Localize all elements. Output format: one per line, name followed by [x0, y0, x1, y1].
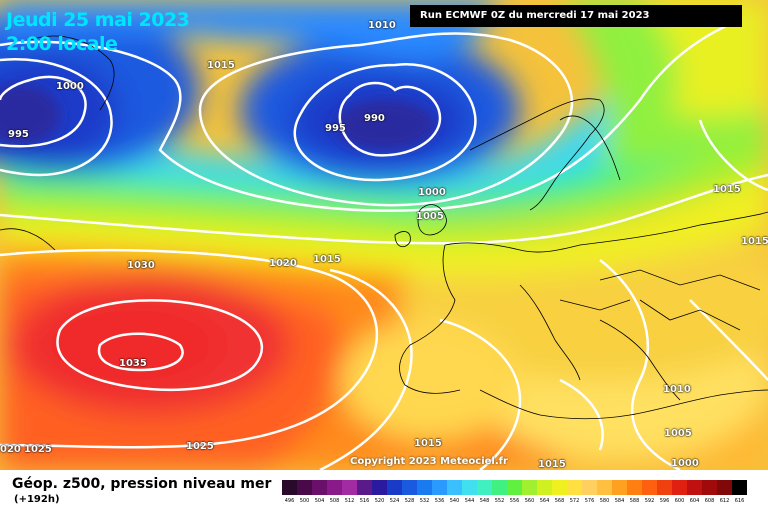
legend-swatch	[702, 480, 717, 495]
legend-tick-label: 616	[734, 498, 745, 504]
legend-swatch	[627, 480, 642, 495]
legend-tick-label: 508	[329, 498, 340, 504]
legend-swatch	[507, 480, 522, 495]
legend-swatch	[327, 480, 342, 495]
isobar-label: 1025	[186, 441, 214, 452]
run-info-banner: Run ECMWF 0Z du mercredi 17 mai 2023	[410, 5, 742, 27]
legend-swatch	[477, 480, 492, 495]
legend-tick-label: 604	[689, 498, 700, 504]
isobar-label: 995	[325, 123, 346, 134]
legend-tick-label: 612	[719, 498, 730, 504]
z500-field	[0, 0, 768, 470]
map-title: Géop. z500, pression niveau mer	[12, 476, 272, 492]
legend-swatch	[732, 480, 747, 495]
forecast-map: Jeudi 25 mai 2023 2:00 locale Run ECMWF …	[0, 0, 768, 470]
isobar-label: 1030	[127, 260, 155, 271]
legend-tick-label: 560	[524, 498, 535, 504]
legend-tick-label: 572	[569, 498, 580, 504]
legend-swatch	[402, 480, 417, 495]
legend-footer: Géop. z500, pression niveau mer (+192h) …	[0, 470, 768, 512]
isobar-label: 1015	[207, 60, 235, 71]
isobar-label: 1015	[538, 459, 566, 470]
legend-tick-label: 556	[509, 498, 520, 504]
legend-tick-label: 584	[614, 498, 625, 504]
legend-tick-label: 528	[404, 498, 415, 504]
legend-swatch	[567, 480, 582, 495]
legend-tick-label: 548	[479, 498, 490, 504]
isobar-label: 1005	[664, 428, 692, 439]
isobar-label: 1015	[741, 236, 768, 247]
isobar-label: 1015	[713, 184, 741, 195]
copyright-text: Copyright 2023 Meteociel.fr	[350, 456, 508, 467]
legend-swatch	[297, 480, 312, 495]
legend-tick-label: 520	[374, 498, 385, 504]
isobar-label: 020	[0, 444, 21, 455]
isobar-label: 1025	[24, 444, 52, 455]
legend-tick-label: 552	[494, 498, 505, 504]
legend-swatch	[462, 480, 477, 495]
isobar-label: 1015	[313, 254, 341, 265]
isobar-label: 995	[8, 129, 29, 140]
legend-swatch	[372, 480, 387, 495]
legend-tick-label: 596	[659, 498, 670, 504]
isobar-label: 1020	[269, 258, 297, 269]
forecast-range: (+192h)	[14, 494, 60, 505]
legend-tick-label: 608	[704, 498, 715, 504]
legend-tick-label: 576	[584, 498, 595, 504]
legend-swatch	[447, 480, 462, 495]
legend-swatch	[597, 480, 612, 495]
legend-swatch	[642, 480, 657, 495]
isobar-label: 1000	[671, 458, 699, 469]
isobar-label: 1005	[416, 211, 444, 222]
isobar-label: 1000	[56, 81, 84, 92]
legend-swatch	[282, 480, 297, 495]
legend-tick-label: 504	[314, 498, 325, 504]
isobar-label: 1010	[368, 20, 396, 31]
legend-tick-label: 544	[464, 498, 475, 504]
legend-tick-label: 524	[389, 498, 400, 504]
legend-tick-label: 600	[674, 498, 685, 504]
legend-swatch	[387, 480, 402, 495]
isobar-label: 1000	[418, 187, 446, 198]
legend-tick-label: 532	[419, 498, 430, 504]
legend-swatch	[417, 480, 432, 495]
isobar-label: 990	[364, 113, 385, 124]
legend-tick-label: 496	[284, 498, 295, 504]
legend-swatch	[357, 480, 372, 495]
isobar-label: 1035	[119, 358, 147, 369]
isobar-label: 1010	[663, 384, 691, 395]
legend-swatch	[492, 480, 507, 495]
legend-tick-label: 592	[644, 498, 655, 504]
legend-swatch	[537, 480, 552, 495]
legend-swatch	[612, 480, 627, 495]
legend-tick-label: 580	[599, 498, 610, 504]
legend-swatch	[432, 480, 447, 495]
legend-tick-label: 568	[554, 498, 565, 504]
legend-swatch	[687, 480, 702, 495]
legend-swatch	[342, 480, 357, 495]
coastlines	[0, 35, 768, 420]
legend-swatch	[552, 480, 567, 495]
legend-tick-label: 564	[539, 498, 550, 504]
legend-swatch	[717, 480, 732, 495]
legend-tick-label: 536	[434, 498, 445, 504]
legend-tick-label: 500	[299, 498, 310, 504]
legend-swatch	[522, 480, 537, 495]
isobar-label: 1015	[414, 438, 442, 449]
legend-tick-label: 540	[449, 498, 460, 504]
legend-swatch	[657, 480, 672, 495]
forecast-date: Jeudi 25 mai 2023	[6, 9, 190, 31]
forecast-time: 2:00 locale	[6, 33, 118, 55]
legend-tick-label: 516	[359, 498, 370, 504]
legend-swatch	[582, 480, 597, 495]
isobar-lines	[0, 18, 768, 470]
legend-tick-label: 588	[629, 498, 640, 504]
legend-swatch	[312, 480, 327, 495]
legend-tick-label: 512	[344, 498, 355, 504]
legend-swatch	[672, 480, 687, 495]
